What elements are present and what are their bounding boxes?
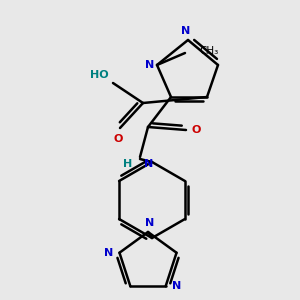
Text: N: N — [172, 281, 181, 291]
Text: HO: HO — [90, 70, 109, 80]
Text: CH₃: CH₃ — [199, 46, 218, 56]
Text: N: N — [146, 218, 154, 228]
Text: N: N — [104, 248, 113, 258]
Text: N: N — [145, 60, 154, 70]
Text: O: O — [113, 134, 123, 144]
Text: O: O — [192, 125, 201, 135]
Text: N: N — [144, 159, 153, 169]
Text: N: N — [182, 26, 190, 36]
Text: H: H — [123, 159, 132, 169]
